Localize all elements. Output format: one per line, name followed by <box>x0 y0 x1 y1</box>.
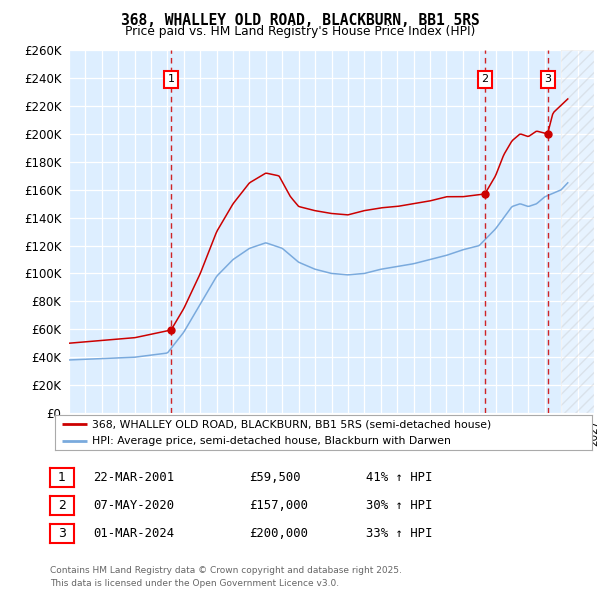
Text: £157,000: £157,000 <box>249 499 308 512</box>
Text: £59,500: £59,500 <box>249 471 301 484</box>
Text: 1: 1 <box>58 471 66 484</box>
Text: 30% ↑ HPI: 30% ↑ HPI <box>366 499 433 512</box>
Text: 3: 3 <box>544 74 551 84</box>
Text: 01-MAR-2024: 01-MAR-2024 <box>93 527 174 540</box>
Text: 2: 2 <box>481 74 488 84</box>
Text: £200,000: £200,000 <box>249 527 308 540</box>
Bar <box>561 50 594 413</box>
Text: 22-MAR-2001: 22-MAR-2001 <box>93 471 174 484</box>
Text: Price paid vs. HM Land Registry's House Price Index (HPI): Price paid vs. HM Land Registry's House … <box>125 25 475 38</box>
Text: 368, WHALLEY OLD ROAD, BLACKBURN, BB1 5RS (semi-detached house): 368, WHALLEY OLD ROAD, BLACKBURN, BB1 5R… <box>92 419 491 430</box>
Text: 2: 2 <box>58 499 66 512</box>
Text: 1: 1 <box>167 74 175 84</box>
Text: 07-MAY-2020: 07-MAY-2020 <box>93 499 174 512</box>
Text: Contains HM Land Registry data © Crown copyright and database right 2025.
This d: Contains HM Land Registry data © Crown c… <box>50 566 401 588</box>
Text: 41% ↑ HPI: 41% ↑ HPI <box>366 471 433 484</box>
Text: 33% ↑ HPI: 33% ↑ HPI <box>366 527 433 540</box>
Text: 368, WHALLEY OLD ROAD, BLACKBURN, BB1 5RS: 368, WHALLEY OLD ROAD, BLACKBURN, BB1 5R… <box>121 13 479 28</box>
Text: 3: 3 <box>58 527 66 540</box>
Text: HPI: Average price, semi-detached house, Blackburn with Darwen: HPI: Average price, semi-detached house,… <box>92 435 451 445</box>
